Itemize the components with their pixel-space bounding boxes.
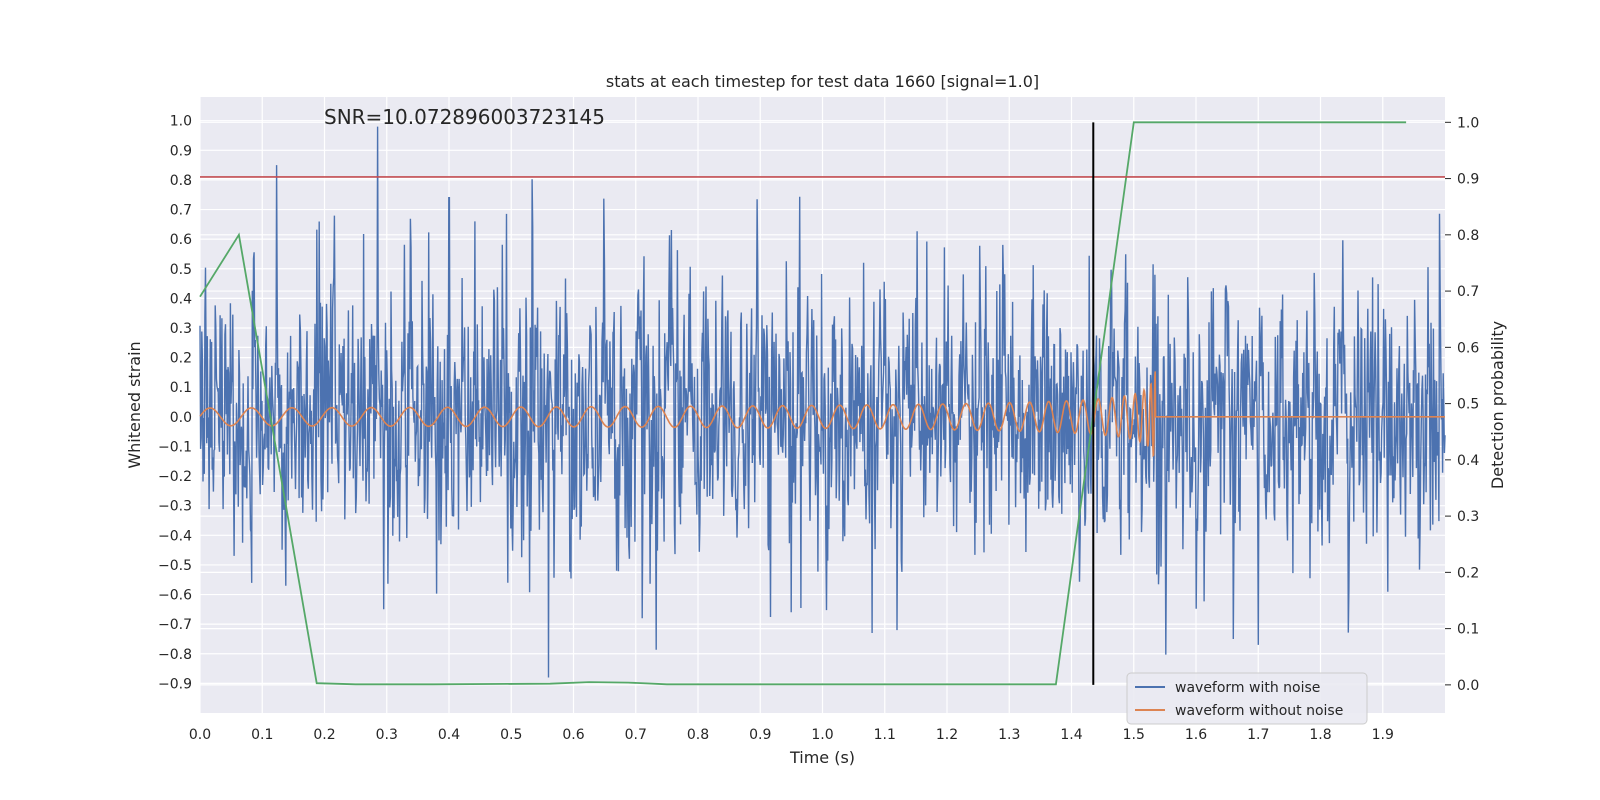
x-tick-label: 1.0: [811, 727, 833, 743]
y-left-tick-label: 1.0: [170, 114, 192, 130]
y-left-tick-label: −0.1: [158, 439, 192, 455]
x-tick-label: 0.6: [562, 727, 584, 743]
y-right-tick-label: 0.4: [1457, 453, 1479, 469]
x-tick-label: 0.4: [438, 727, 460, 743]
y-left-tick-label: 0.8: [170, 173, 192, 189]
x-tick-label: 1.8: [1309, 727, 1331, 743]
x-tick-label: 0.8: [687, 727, 709, 743]
x-tick-label: 1.6: [1185, 727, 1207, 743]
x-tick-label: 0.2: [313, 727, 335, 743]
x-tick-label: 0.0: [189, 727, 211, 743]
x-tick-label: 0.1: [251, 727, 273, 743]
y-left-tick-label: −0.5: [158, 558, 192, 574]
y-left-tick-label: −0.3: [158, 499, 192, 515]
x-tick-label: 1.3: [998, 727, 1020, 743]
y-left-tick-label: 0.3: [170, 321, 192, 337]
x-tick-label: 1.5: [1123, 727, 1145, 743]
snr-annotation: SNR=10.072896003723145: [324, 105, 605, 129]
y-right-tick-label: 0.1: [1457, 622, 1479, 638]
y-left-tick-label: 0.1: [170, 380, 192, 396]
x-tick-label: 1.9: [1372, 727, 1394, 743]
y-axis-label-right: Detection probability: [1488, 321, 1507, 489]
series-layer: [199, 121, 1446, 686]
y-left-tick-label: −0.9: [158, 676, 192, 692]
legend-box: [1126, 672, 1368, 725]
y-left-tick-label: −0.2: [158, 469, 192, 485]
y-right-tick-label: 0.9: [1457, 172, 1479, 188]
y-left-tick-label: −0.4: [158, 528, 192, 544]
y-left-tick-label: 0.0: [170, 410, 192, 426]
x-tick-label: 0.9: [749, 727, 771, 743]
x-tick-label: 0.3: [376, 727, 398, 743]
x-tick-label: 0.7: [625, 727, 647, 743]
x-tick-label: 0.5: [500, 727, 522, 743]
x-tick-label: 1.2: [936, 727, 958, 743]
y-right-tick-label: 0.3: [1457, 509, 1479, 525]
y-right-tick-label: 0.0: [1457, 678, 1479, 694]
legend-label: waveform with noise: [1175, 680, 1320, 696]
y-axis-label-left: Whitened strain: [125, 341, 144, 468]
y-right-tick-label: 0.2: [1457, 565, 1479, 581]
y-left-tick-label: −0.6: [158, 588, 192, 604]
x-tick-label: 1.7: [1247, 727, 1269, 743]
x-axis-label: Time (s): [789, 748, 855, 767]
y-right-tick-label: 0.7: [1457, 284, 1479, 300]
legend: waveform with noise waveform without nois…: [1126, 672, 1368, 725]
y-left-tick-label: 0.5: [170, 262, 192, 278]
y-left-tick-label: 0.2: [170, 351, 192, 367]
y-right-tick-label: 0.5: [1457, 397, 1479, 413]
series-waveform-with-noise: [199, 126, 1446, 678]
chart-title: stats at each timestep for test data 166…: [606, 72, 1039, 91]
y-left-tick-label: 0.9: [170, 143, 192, 159]
series-waveform-without-noise: [199, 371, 1445, 458]
y-right-tick-label: 0.6: [1457, 340, 1479, 356]
y-right-tick-label: 0.8: [1457, 228, 1479, 244]
y-left-tick-label: −0.8: [158, 647, 192, 663]
y-left-tick-label: 0.4: [170, 291, 192, 307]
y-right-tick-label: 1.0: [1457, 115, 1479, 131]
y-left-tick-label: 0.6: [170, 232, 192, 248]
series-detection-probability: [199, 121, 1407, 686]
y-left-tick-label: −0.7: [158, 617, 192, 633]
y-left-tick-label: 0.7: [170, 203, 192, 219]
x-tick-label: 1.1: [874, 727, 896, 743]
x-tick-label: 1.4: [1060, 727, 1082, 743]
axes: 0.0 0.1 0.2 0.3 0.4 0.5 0.6 0.7 0.8 0.9 1.0 1.1 1.2 1…: [158, 114, 1479, 743]
legend-label: waveform without noise: [1175, 703, 1343, 719]
